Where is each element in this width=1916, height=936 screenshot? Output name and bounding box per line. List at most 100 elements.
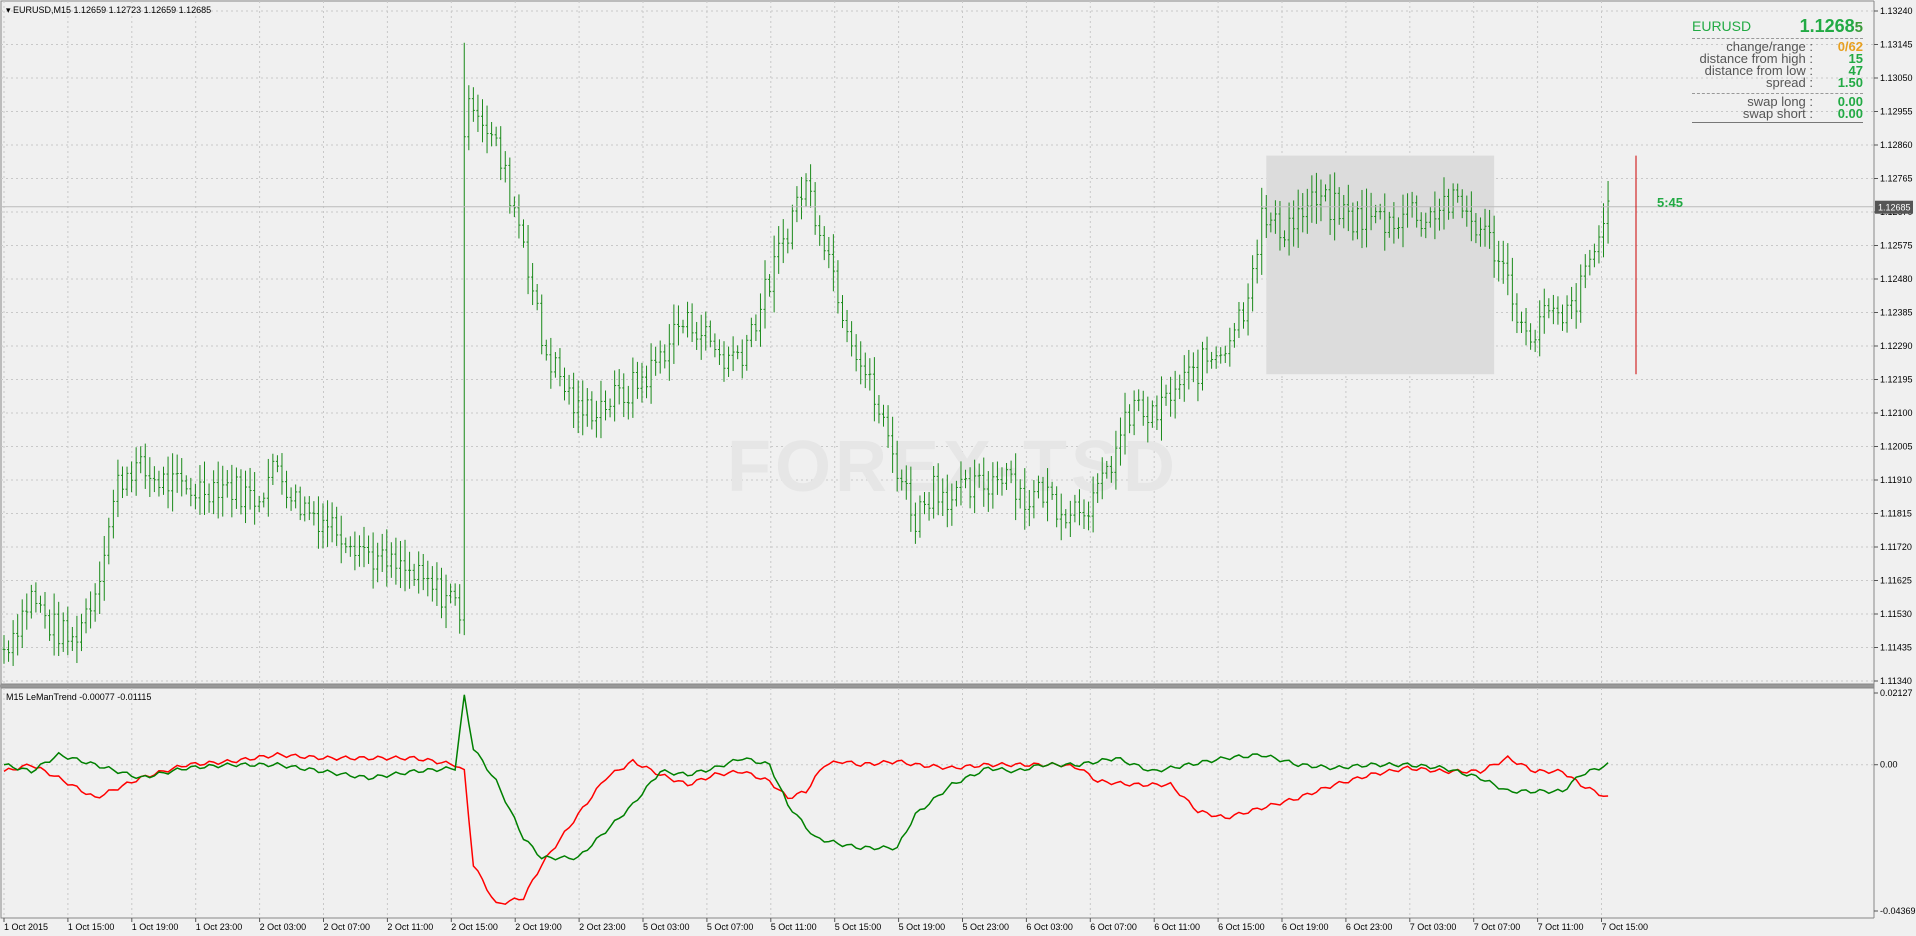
candle-timer: 5:45 <box>1657 195 1683 210</box>
ohlc-bar <box>695 321 699 350</box>
ohlc-bar <box>453 583 457 606</box>
ohlc-bar <box>303 496 307 522</box>
ohlc-bar <box>831 234 835 292</box>
ohlc-bar <box>125 466 129 496</box>
current-price-tag-text: 1.12685 <box>1878 203 1911 213</box>
time-tick-label: 2 Oct 23:00 <box>579 922 626 932</box>
ohlc-bar <box>845 309 849 343</box>
ohlc-bar <box>1579 264 1583 323</box>
ohlc-bar <box>749 317 753 348</box>
ohlc-bar <box>945 474 949 528</box>
ohlc-bar <box>886 405 890 448</box>
price-tick-label: 1.12480 <box>1880 274 1913 284</box>
time-tick-label: 1 Oct 23:00 <box>196 922 243 932</box>
ohlc-bar <box>1146 396 1150 443</box>
ohlc-bar <box>704 311 708 351</box>
ohlc-bar <box>713 333 717 358</box>
ohlc-bar <box>157 470 161 497</box>
ohlc-bar <box>389 542 393 578</box>
ohlc-bar <box>1041 476 1045 508</box>
info-divider-2 <box>1692 93 1863 94</box>
ohlc-bar <box>667 324 671 381</box>
ohlc-bar <box>490 121 494 147</box>
ohlc-bar <box>175 454 179 493</box>
ohlc-bar <box>690 303 694 342</box>
ohlc-bar <box>977 463 981 488</box>
ohlc-bar <box>1073 494 1077 523</box>
ohlc-bar <box>1018 479 1022 509</box>
ohlc-bar <box>1023 468 1027 530</box>
info-label-spread: spread : <box>1766 75 1813 90</box>
ohlc-bar <box>1542 288 1546 334</box>
ohlc-bar <box>936 463 940 516</box>
ohlc-bar <box>1597 225 1601 264</box>
ohlc-bar <box>708 320 712 348</box>
ohlc-bar <box>1068 500 1072 538</box>
ohlc-bar <box>850 321 854 357</box>
ohlc-bar <box>526 225 530 295</box>
ohlc-bar <box>763 260 767 329</box>
ohlc-bar <box>795 186 799 223</box>
ohlc-bar <box>1196 349 1200 402</box>
ohlc-bar <box>1592 243 1596 268</box>
ohlc-bar <box>1538 300 1542 357</box>
ohlc-bar <box>89 591 93 629</box>
ohlc-bar <box>335 506 339 546</box>
ohlc-bar <box>1173 370 1177 419</box>
ohlc-bar <box>973 459 977 514</box>
ohlc-bar <box>271 453 275 486</box>
ohlc-bar <box>1560 304 1564 331</box>
price-window[interactable] <box>0 0 1875 685</box>
price-tick-label: 1.12385 <box>1880 308 1913 318</box>
ohlc-bar <box>581 380 585 436</box>
time-tick-label: 5 Oct 11:00 <box>771 922 817 932</box>
info-value-dist-high: 15 <box>1848 51 1863 66</box>
ohlc-bar <box>330 502 334 543</box>
ohlc-bar <box>367 535 371 564</box>
ohlc-bar <box>658 340 662 374</box>
ohlc-bar <box>203 461 207 515</box>
ohlc-bar <box>1132 390 1136 436</box>
price-tick-label: 1.12195 <box>1880 375 1913 385</box>
ohlc-bar <box>799 176 803 220</box>
ohlc-bar <box>1515 293 1519 334</box>
ohlc-bar <box>617 369 621 405</box>
ohlc-bar <box>348 536 352 557</box>
ohlc-bar <box>353 531 357 571</box>
time-tick-label: 6 Oct 23:00 <box>1346 922 1393 932</box>
ohlc-bar <box>676 305 680 346</box>
time-tick-label: 2 Oct 15:00 <box>451 922 498 932</box>
ohlc-bar <box>950 483 954 526</box>
ohlc-bar <box>995 461 999 495</box>
ohlc-bar <box>1109 456 1113 483</box>
ohlc-bar <box>458 584 462 634</box>
time-tick-label: 6 Oct 03:00 <box>1026 922 1073 932</box>
ohlc-bar <box>1255 239 1259 284</box>
ohlc-bar <box>1114 430 1118 490</box>
ohlc-bar <box>590 391 594 430</box>
ohlc-bar <box>266 458 270 517</box>
ohlc-bar <box>1428 206 1432 228</box>
ohlc-bar <box>918 495 922 538</box>
ohlc-bar <box>1278 201 1282 251</box>
ohlc-bar <box>991 462 995 509</box>
ohlc-bar <box>809 164 813 208</box>
ohlc-bar <box>1178 374 1182 400</box>
ohlc-bar <box>1251 255 1255 312</box>
indicator-window[interactable] <box>0 687 1875 919</box>
range-highlight-box <box>1266 155 1495 375</box>
ohlc-bar <box>1574 283 1578 329</box>
ohlc-bar <box>362 526 366 568</box>
ohlc-bar <box>403 539 407 592</box>
ohlc-bar <box>408 551 412 589</box>
ohlc-bar <box>1296 189 1300 248</box>
info-label-dist-high: distance from high : <box>1699 51 1813 66</box>
ohlc-bar <box>563 367 567 401</box>
ohlc-bar <box>1374 204 1378 224</box>
ohlc-bar <box>102 535 106 601</box>
dropdown-triangle-icon[interactable]: ▾ <box>6 5 13 15</box>
ind-tick-label: 0.00 <box>1880 760 1898 770</box>
ohlc-bar <box>38 595 42 613</box>
price-tick-label: 1.12290 <box>1880 341 1913 351</box>
